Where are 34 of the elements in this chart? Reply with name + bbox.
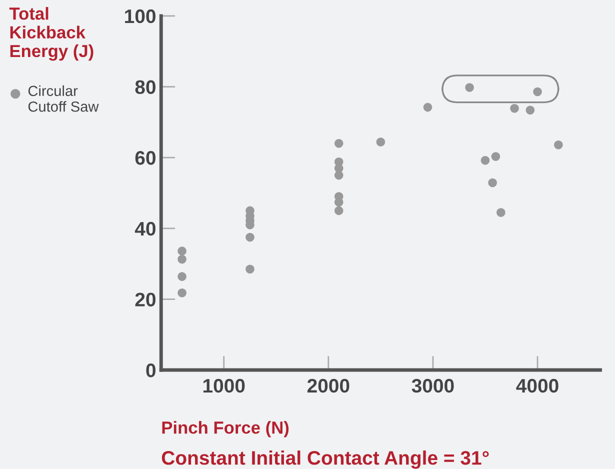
point	[554, 140, 563, 150]
point	[246, 232, 254, 242]
point	[246, 264, 254, 274]
point	[334, 139, 344, 148]
y-tick-label: 60	[135, 151, 156, 165]
point	[465, 83, 474, 92]
legend-label: Circular Cutoff Saw	[28, 85, 99, 112]
x-tick-label: 4000	[516, 378, 558, 393]
point	[178, 254, 186, 264]
point	[533, 87, 542, 96]
point	[376, 138, 386, 146]
x-tick-label: 1000	[203, 378, 245, 393]
x-tick-label: 3000	[412, 378, 454, 393]
text: Constant Initial Contact Angle = 31°	[162, 450, 489, 469]
x-axis-title: Pinch Force (N)	[162, 421, 289, 438]
point	[334, 170, 344, 180]
y-tick-label: 40	[134, 222, 156, 236]
point	[496, 208, 506, 217]
point	[178, 246, 186, 256]
point	[526, 106, 535, 115]
y-tick-label: 80	[135, 80, 156, 94]
x-tick-label: 2000	[307, 378, 350, 393]
y-axis-title: Total Kickback Energy (J)	[9, 7, 94, 61]
point	[334, 206, 344, 216]
y-tick-label: 20	[135, 292, 156, 306]
point	[488, 178, 497, 188]
point	[423, 102, 432, 112]
y-tick-label: 0	[146, 364, 156, 378]
point	[510, 104, 519, 113]
point	[480, 156, 490, 165]
point	[491, 152, 500, 161]
point	[178, 272, 186, 281]
y-tick-label: 100	[125, 9, 156, 24]
point	[178, 288, 186, 298]
